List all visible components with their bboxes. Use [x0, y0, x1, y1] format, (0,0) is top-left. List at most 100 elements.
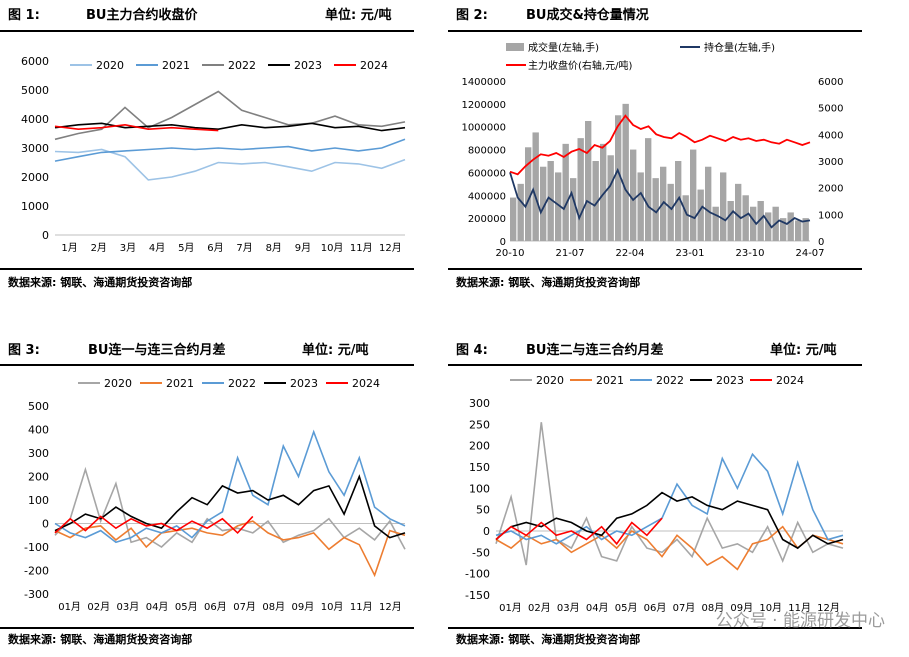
chart-2: 0 200000 400000 600000 800000 1000000 1200000 1…: [461, 41, 843, 259]
header-rule: [448, 364, 862, 366]
y-tick-label: 1000: [21, 200, 49, 213]
footer-rule: [448, 268, 862, 270]
chart-title: BU主力合约收盘价: [86, 8, 198, 23]
x-tick-label: 05月: [615, 602, 638, 614]
y-tick-label: 300: [469, 397, 490, 410]
y-tick-label: -200: [24, 565, 49, 578]
close-price-line: [509, 114, 811, 176]
y-tick-label: 50: [476, 504, 490, 517]
volume-bar: [555, 172, 562, 241]
legend-label: 2021: [162, 59, 190, 72]
right-y-tick-label: 2000: [818, 184, 843, 195]
volume-bar: [780, 218, 787, 241]
x-tick-label: 07月: [673, 602, 696, 614]
y-tick-label: 0: [483, 525, 490, 538]
x-tick-label: 02月: [87, 601, 110, 613]
volume-bar: [795, 220, 802, 241]
y-tick-label: 0: [42, 229, 49, 242]
x-tick-label: 11月: [350, 242, 373, 254]
volume-bar: [510, 197, 517, 241]
legend-label: 2022: [656, 374, 684, 387]
header-rule: [0, 364, 414, 366]
volume-bar: [645, 138, 652, 241]
volume-bar: [525, 147, 532, 241]
volume-bar: [630, 149, 637, 241]
legend-label: 2024: [776, 374, 804, 387]
x-tick-label: 01月: [499, 602, 522, 614]
y-tick-label: 150: [469, 461, 490, 474]
x-tick-label: 06月: [644, 602, 667, 614]
series-line-2021: [495, 525, 844, 571]
y-tick-label: 0: [42, 518, 49, 531]
x-tick-label: 09月: [730, 602, 753, 614]
x-tick-label: 06月: [204, 601, 227, 613]
right-y-tick-label: 4000: [818, 130, 843, 141]
volume-bar: [652, 178, 659, 241]
volume-bar: [547, 161, 554, 241]
panel-1-header: 图 1: BU主力合约收盘价 单位: 元/吨: [0, 0, 414, 23]
chart-title: BU成交&持仓量情况: [526, 8, 649, 23]
source-note: 数据来源: 钢联、海通期货投资咨询部: [456, 276, 641, 289]
x-tick-label: 21-07: [555, 248, 584, 259]
panel-3-header: 图 3: BU连一与连三合约月差 单位: 元/吨: [0, 335, 414, 358]
left-y-tick-label: 200000: [468, 214, 506, 225]
chart-1: 0 1000 2000 3000 4000 5000 6000 1月 2月 3月 4月 5月 6月 7月 8…: [21, 55, 406, 254]
unit-label: 单位: 元/吨: [325, 8, 392, 23]
chart-4: -150 -100 -50 0 50 100 150 200 250 300 01月 02月 03月 04…: [465, 374, 844, 614]
x-tick-label: 8月: [266, 242, 282, 254]
right-y-tick-label: 0: [818, 237, 824, 248]
x-tick-label: 08月: [702, 602, 725, 614]
left-y-tick-label: 400000: [468, 191, 506, 202]
volume-bar: [787, 212, 794, 241]
unit-label: 单位: 元/吨: [770, 343, 837, 358]
panel-1: 图 1: BU主力合约收盘价 单位: 元/吨 0 1000 2000 3000 4000…: [0, 0, 414, 300]
y-tick-label: 2000: [21, 171, 49, 184]
x-tick-label: 03月: [117, 601, 140, 613]
footer-rule: [0, 627, 414, 629]
unit-label: 单位: 元/吨: [302, 343, 369, 358]
x-tick-label: 12月: [817, 602, 840, 614]
y-tick-label: -300: [24, 588, 49, 601]
left-y-tick-label: 800000: [468, 146, 506, 157]
x-tick-label: 12月: [379, 601, 402, 613]
series-line-2024: [495, 517, 663, 546]
y-tick-label: 3000: [21, 142, 49, 155]
y-tick-label: 500: [28, 400, 49, 413]
series-line-2023: [495, 491, 844, 550]
volume-bar: [585, 121, 592, 241]
x-tick-label: 3月: [120, 242, 136, 254]
x-tick-label: 23-01: [675, 248, 704, 259]
figure-number: 图 4:: [456, 343, 488, 358]
volume-bar: [697, 189, 704, 241]
volume-bar: [682, 195, 689, 241]
x-tick-label: 10月: [759, 602, 782, 614]
x-tick-label: 22-04: [615, 248, 644, 259]
chart-title: BU连一与连三合约月差: [88, 343, 226, 358]
panel-4-header: 图 4: BU连二与连三合约月差 单位: 元/吨: [448, 335, 862, 358]
x-tick-label: 04月: [146, 601, 169, 613]
series-line-2024: [54, 515, 254, 535]
right-y-tick-label: 3000: [818, 157, 843, 168]
x-tick-label: 02月: [528, 602, 551, 614]
legend-label: 2024: [360, 59, 388, 72]
legend-label: 2024: [352, 377, 380, 390]
legend-label: 持仓量(左轴,手): [704, 41, 775, 54]
y-tick-label: 300: [28, 447, 49, 460]
volume-bar: [712, 206, 719, 241]
series-line-2021: [54, 520, 406, 578]
volume-bar: [570, 178, 577, 241]
y-tick-label: 200: [469, 440, 490, 453]
panel-2-header: 图 2: BU成交&持仓量情况: [448, 0, 862, 23]
x-tick-label: 12月: [379, 242, 402, 254]
volume-bar: [622, 103, 629, 241]
series-line-2022: [54, 90, 406, 141]
series-line-2022: [54, 429, 406, 544]
x-tick-label: 10月: [321, 601, 344, 613]
right-y-tick-label: 6000: [818, 77, 843, 88]
x-tick-label: 7月: [236, 242, 252, 254]
y-tick-label: 5000: [21, 84, 49, 97]
volume-bar: [615, 115, 622, 241]
legend-label: 2023: [290, 377, 318, 390]
x-tick-label: 05月: [175, 601, 198, 613]
legend-label: 成交量(左轴,手): [528, 41, 599, 54]
